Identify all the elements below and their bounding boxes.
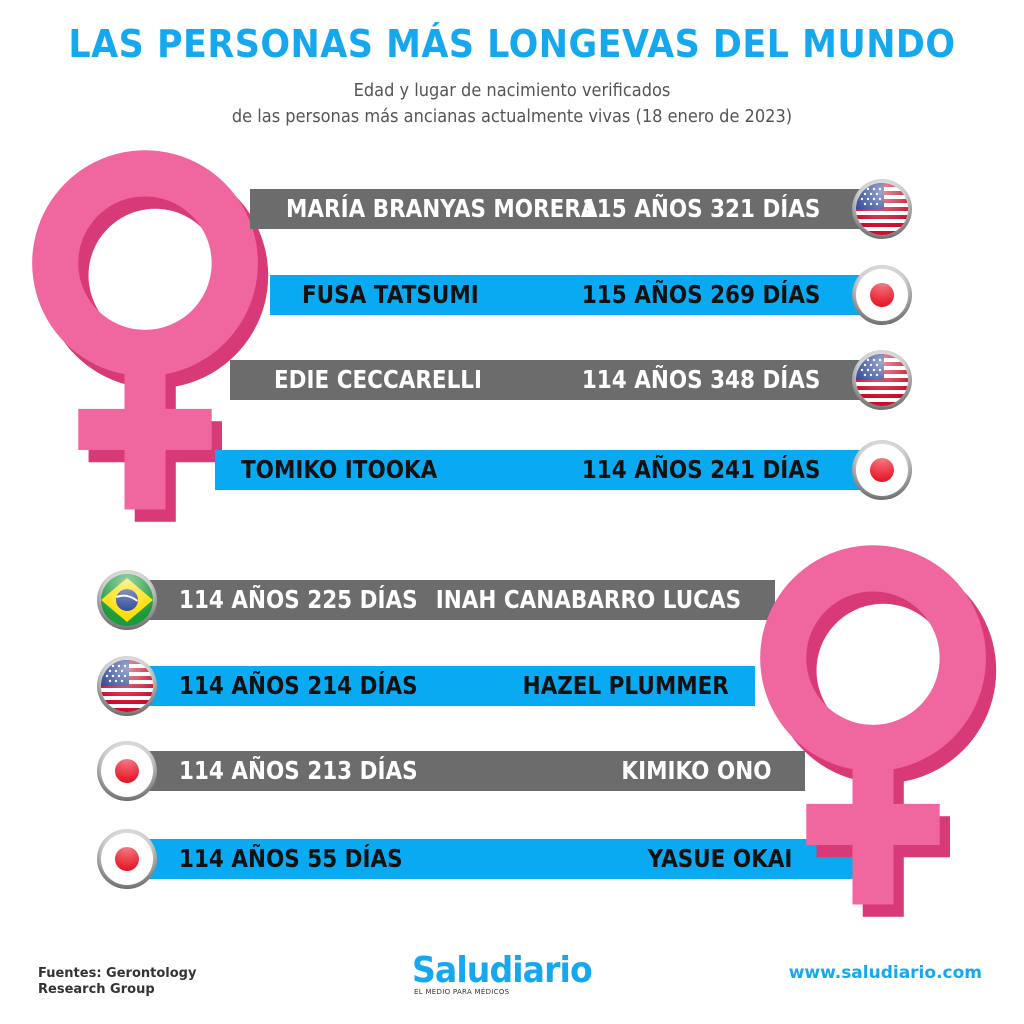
person-name: EDIE CECCARELLI	[274, 365, 483, 394]
female-symbol-icon	[738, 535, 1008, 925]
person-name: HAZEL PLUMMER	[522, 671, 729, 700]
list-item: 114 AÑOS 213 DÍAS KIMIKO ONO	[125, 751, 805, 791]
brand-logo: Saludiario	[412, 950, 593, 991]
list-item: EDIE CECCARELLI 114 AÑOS 348 DÍAS	[230, 360, 890, 400]
person-age: 114 AÑOS 55 DÍAS	[179, 844, 403, 873]
page-title: LAS PERSONAS MÁS LONGEVAS DEL MUNDO	[68, 22, 956, 66]
subtitle-line-1: Edad y lugar de nacimiento verificados	[353, 80, 671, 101]
person-age: 114 AÑOS 348 DÍAS	[581, 365, 820, 394]
person-age: 115 AÑOS 269 DÍAS	[581, 280, 820, 309]
brazil-flag-icon	[97, 570, 157, 630]
subtitle-line-2: de las personas más ancianas actualmente…	[231, 106, 793, 127]
usa-flag-icon	[852, 179, 912, 239]
person-name: YASUE OKAI	[647, 844, 792, 873]
person-age: 115 AÑOS 321 DÍAS	[581, 194, 820, 223]
person-name: INAH CANABARRO LUCAS	[435, 585, 741, 614]
list-item: MARÍA BRANYAS MORERA 115 AÑOS 321 DÍAS	[250, 189, 890, 229]
person-age: 114 AÑOS 225 DÍAS	[179, 585, 418, 614]
source-line-2: Research Group	[38, 982, 155, 997]
japan-flag-icon	[97, 829, 157, 889]
list-item: 114 AÑOS 214 DÍAS HAZEL PLUMMER	[125, 666, 755, 706]
person-name: KIMIKO ONO	[620, 756, 771, 785]
japan-flag-icon	[97, 741, 157, 801]
list-item: FUSA TATSUMI 115 AÑOS 269 DÍAS	[270, 275, 890, 315]
website-url: www.saludiario.com	[788, 963, 982, 983]
person-age: 114 AÑOS 213 DÍAS	[179, 756, 418, 785]
usa-flag-icon	[852, 350, 912, 410]
list-item: 114 AÑOS 225 DÍAS INAH CANABARRO LUCAS	[125, 580, 775, 620]
list-item: TOMIKO ITOOKA 114 AÑOS 241 DÍAS	[215, 450, 890, 490]
usa-flag-icon	[97, 656, 157, 716]
list-item: 114 AÑOS 55 DÍAS YASUE OKAI	[125, 839, 860, 879]
source-line-1: Fuentes: Gerontology	[38, 966, 197, 981]
brand-tagline: EL MEDIO PARA MÉDICOS	[414, 988, 510, 996]
person-age: 114 AÑOS 214 DÍAS	[179, 671, 418, 700]
person-name: FUSA TATSUMI	[302, 280, 479, 309]
person-name: MARÍA BRANYAS MORERA	[286, 194, 598, 223]
japan-flag-icon	[852, 265, 912, 325]
source-note: Fuentes: Gerontology Research Group	[38, 966, 196, 998]
person-name: TOMIKO ITOOKA	[241, 455, 438, 484]
person-age: 114 AÑOS 241 DÍAS	[581, 455, 820, 484]
japan-flag-icon	[852, 440, 912, 500]
